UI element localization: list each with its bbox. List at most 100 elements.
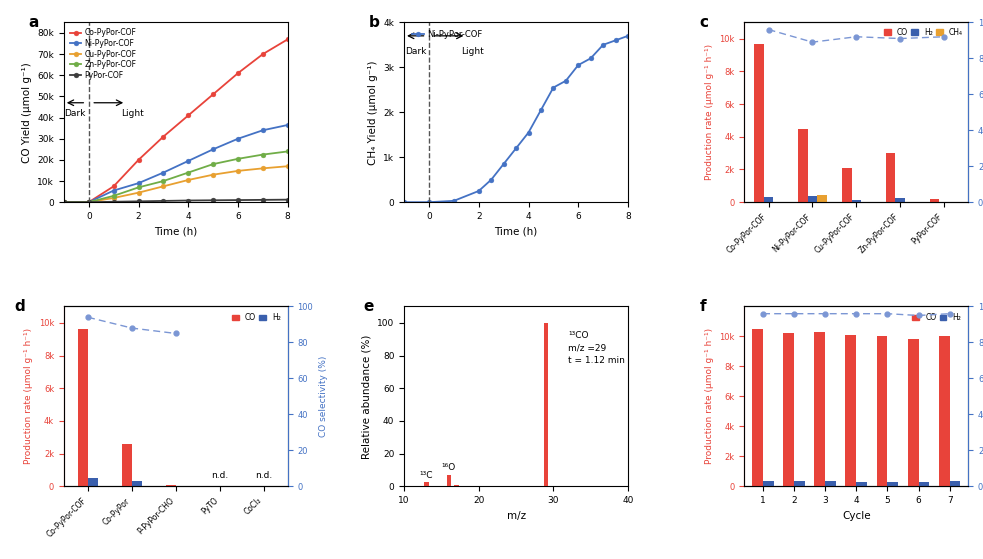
Line: PyPor-COF: PyPor-COF — [62, 197, 290, 205]
Legend: Co-PyPor-COF, Ni-PyPor-COF, Cu-PyPor-COF, Zn-PyPor-COF, PyPor-COF: Co-PyPor-COF, Ni-PyPor-COF, Cu-PyPor-COF… — [68, 26, 139, 82]
Bar — [856, 481, 867, 486]
X-axis label: m/z: m/z — [506, 510, 526, 520]
Co-PyPor-COF — [83, 199, 94, 206]
Line: Cu-PyPor-COF: Cu-PyPor-COF — [62, 164, 290, 205]
Ni-PyPor-COF — [83, 199, 94, 206]
Bar — [814, 332, 826, 486]
Zn-PyPor-COF — [133, 184, 145, 191]
Bar — [826, 481, 837, 486]
Bar — [454, 485, 459, 486]
Bar — [817, 195, 827, 202]
Bar — [845, 335, 856, 486]
Ni-PyPor-COF — [572, 61, 584, 68]
Ni-PyPor-COF — [232, 135, 244, 142]
Bar — [907, 339, 918, 486]
Text: Light: Light — [121, 109, 144, 118]
Y-axis label: Relative abundance (%): Relative abundance (%) — [362, 334, 372, 458]
Legend: CO, H₂, CH₄: CO, H₂, CH₄ — [883, 26, 964, 38]
Legend: CO, H₂: CO, H₂ — [229, 310, 284, 325]
PyPor-COF — [257, 197, 268, 203]
Zn-PyPor-COF — [282, 148, 294, 155]
Text: Dark: Dark — [405, 47, 426, 56]
Bar — [888, 482, 898, 486]
Co-PyPor-COF — [108, 183, 120, 190]
Ni-PyPor-COF — [157, 169, 169, 176]
Ni-PyPor-COF — [548, 84, 559, 91]
PyPor-COF — [183, 197, 195, 204]
PyPor-COF — [282, 196, 294, 203]
Ni-PyPor-COF — [622, 32, 634, 39]
PyPor-COF — [207, 197, 219, 203]
Co-PyPor-COF — [257, 51, 268, 58]
Cu-PyPor-COF — [183, 177, 195, 183]
Text: e: e — [364, 299, 375, 314]
Y-axis label: CO selectivity (%): CO selectivity (%) — [318, 356, 327, 437]
Bar — [764, 197, 774, 202]
Bar — [886, 153, 896, 202]
Legend: Ni-PyPor-COF: Ni-PyPor-COF — [408, 26, 486, 42]
Line: Co-PyPor-COF: Co-PyPor-COF — [62, 37, 290, 205]
Y-axis label: CH₄ Yield (μmol g⁻¹): CH₄ Yield (μmol g⁻¹) — [368, 60, 377, 164]
Ni-PyPor-COF — [473, 188, 485, 195]
Bar — [918, 481, 929, 486]
Line: Ni-PyPor-COF: Ni-PyPor-COF — [62, 122, 290, 205]
Bar — [544, 323, 549, 486]
Bar — [783, 334, 794, 486]
Cu-PyPor-COF — [257, 165, 268, 172]
Ni-PyPor-COF — [523, 129, 535, 136]
Text: c: c — [700, 15, 709, 30]
Bar — [88, 478, 97, 486]
Ni-PyPor-COF — [510, 145, 522, 151]
Co-PyPor-COF — [157, 133, 169, 140]
Ni-PyPor-COF — [398, 199, 410, 206]
Zn-PyPor-COF — [232, 155, 244, 162]
Bar — [79, 329, 88, 486]
PyPor-COF — [83, 199, 94, 206]
Ni-PyPor-COF — [423, 199, 434, 206]
Legend: CO, H₂: CO, H₂ — [909, 310, 964, 325]
Text: ¹³C: ¹³C — [420, 471, 434, 480]
Co-PyPor-COF — [58, 199, 70, 206]
Y-axis label: Production rate (μmol g⁻¹ h⁻¹): Production rate (μmol g⁻¹ h⁻¹) — [705, 44, 714, 181]
Co-PyPor-COF — [232, 70, 244, 77]
Zn-PyPor-COF — [108, 192, 120, 199]
Co-PyPor-COF — [183, 112, 195, 119]
PyPor-COF — [157, 197, 169, 204]
Text: d: d — [15, 299, 26, 314]
Ni-PyPor-COF — [560, 78, 572, 84]
Bar — [808, 196, 817, 202]
Bar — [754, 44, 764, 202]
Ni-PyPor-COF — [585, 55, 597, 61]
Cu-PyPor-COF — [133, 190, 145, 196]
Co-PyPor-COF — [282, 36, 294, 42]
X-axis label: Time (h): Time (h) — [154, 226, 198, 236]
Y-axis label: Production rate (μmol g⁻¹ h⁻¹): Production rate (μmol g⁻¹ h⁻¹) — [25, 328, 33, 465]
Cu-PyPor-COF — [282, 163, 294, 169]
Bar — [798, 129, 808, 202]
X-axis label: Time (h): Time (h) — [494, 226, 538, 236]
Bar — [841, 168, 851, 202]
Bar — [425, 482, 429, 486]
Bar — [763, 481, 774, 486]
Cu-PyPor-COF — [207, 172, 219, 178]
Text: b: b — [369, 15, 379, 30]
Ni-PyPor-COF — [486, 176, 497, 183]
Cu-PyPor-COF — [58, 199, 70, 206]
Ni-PyPor-COF — [497, 160, 509, 167]
Text: n.d.: n.d. — [211, 471, 228, 480]
Bar — [939, 337, 950, 486]
Ni-PyPor-COF — [535, 107, 547, 113]
Text: Light: Light — [461, 47, 484, 56]
Text: n.d.: n.d. — [255, 471, 272, 480]
Y-axis label: CO Yield (μmol g⁻¹): CO Yield (μmol g⁻¹) — [22, 62, 31, 163]
Ni-PyPor-COF — [183, 158, 195, 164]
Cu-PyPor-COF — [108, 195, 120, 201]
Text: Dark: Dark — [65, 109, 86, 118]
Ni-PyPor-COF — [108, 187, 120, 194]
Co-PyPor-COF — [207, 91, 219, 98]
Bar — [122, 444, 132, 486]
Bar — [877, 337, 888, 486]
PyPor-COF — [133, 198, 145, 205]
Ni-PyPor-COF — [448, 197, 460, 204]
Zn-PyPor-COF — [83, 199, 94, 206]
